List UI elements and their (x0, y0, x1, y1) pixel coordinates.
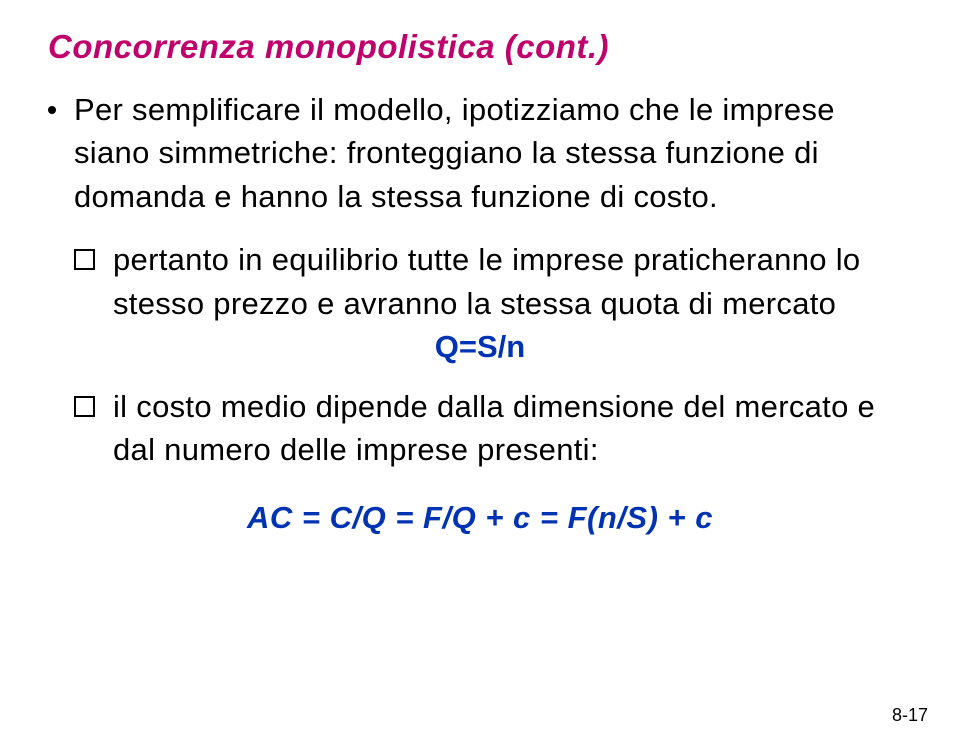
center-equation: Q=S/n (48, 329, 912, 365)
bullet-dot-icon (48, 106, 56, 114)
sub-2-text: il costo medio dipende dalla dimensione … (113, 385, 912, 472)
sub-row-1: pertanto in equilibrio tutte le imprese … (74, 238, 912, 325)
formula: AC = C/Q = F/Q + c = F(n/S) + c (48, 500, 912, 536)
sub-bullet-box-icon (74, 249, 95, 270)
bullet-row-1: Per semplificare il modello, ipotizziamo… (48, 88, 912, 218)
sub-row-2: il costo medio dipende dalla dimensione … (74, 385, 912, 472)
slide-title: Concorrenza monopolistica (cont.) (48, 28, 912, 66)
slide: Concorrenza monopolistica (cont.) Per se… (0, 0, 960, 744)
page-number: 8-17 (892, 705, 928, 726)
bullet-1-text: Per semplificare il modello, ipotizziamo… (74, 88, 912, 218)
sub-bullet-box-icon (74, 396, 95, 417)
sub-1-text: pertanto in equilibrio tutte le imprese … (113, 238, 912, 325)
